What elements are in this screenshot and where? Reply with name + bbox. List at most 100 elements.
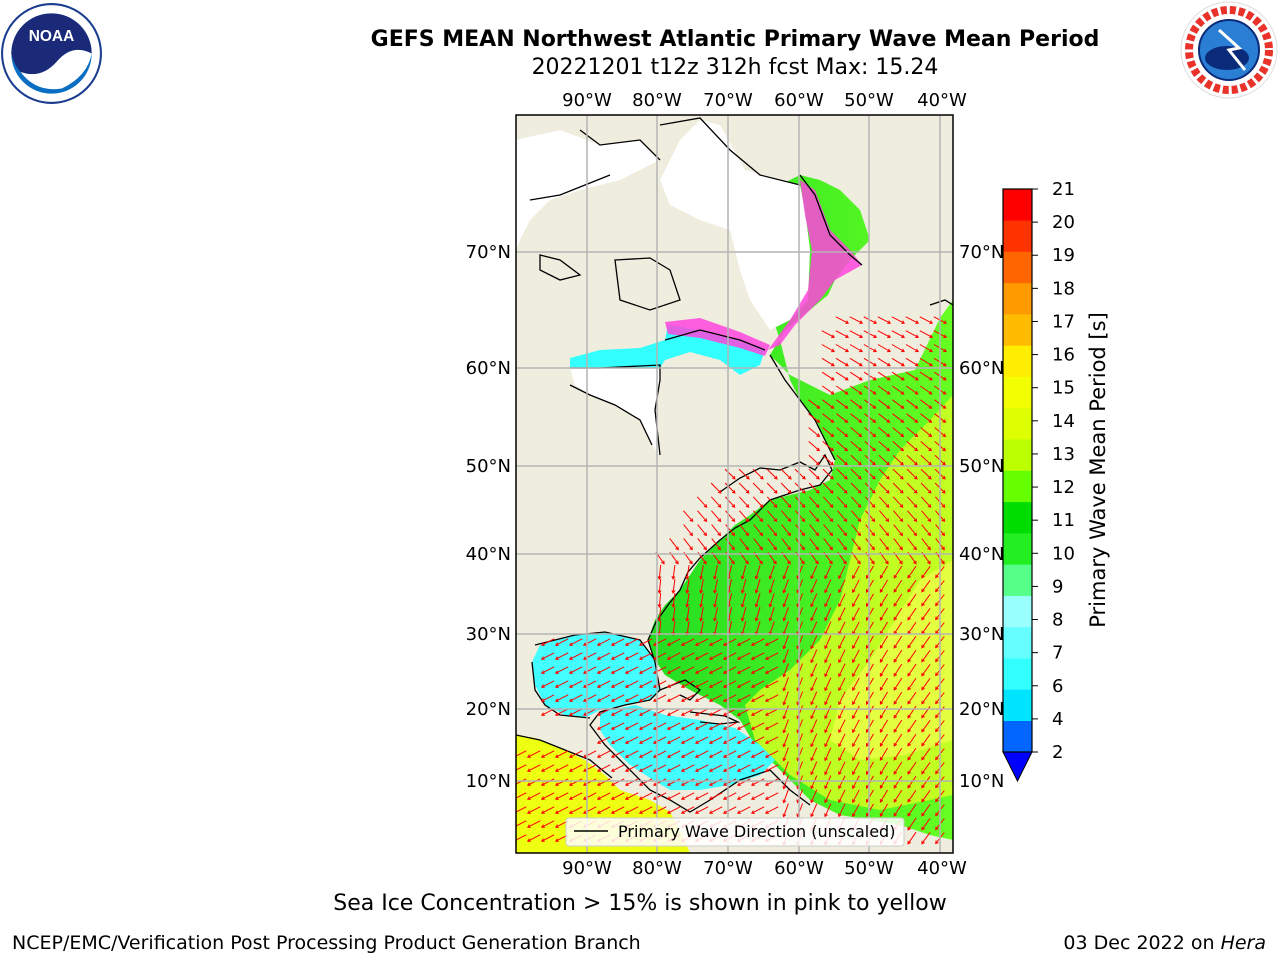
wave-arrow-head [830,362,835,367]
wave-arrow-head [638,726,643,730]
wave-arrow-head [928,391,933,395]
wave-arrow-head [582,642,587,646]
wave-arrow-head [764,796,769,800]
wave-arrow-head [740,589,745,594]
wave-arrow-head [713,603,717,608]
wave-arrow [920,399,932,409]
lon-label-bottom: 40°W [917,858,967,879]
wave-arrow-head [782,617,787,622]
sea-ice-edge-hudson [665,318,770,356]
wave-arrow-head [942,419,947,423]
wave-arrow-head [914,405,919,409]
wave-arrow [878,482,890,494]
wave-arrow [810,635,818,649]
colorbar-bin [1003,595,1032,628]
wave-arrow-head [921,798,925,803]
wave-arrow [879,524,889,536]
wave-arrow-head [887,320,892,324]
wave-arrow [739,510,749,522]
wave-arrow [823,524,833,536]
wave-arrow [907,565,917,579]
wave-arrow-head [914,362,919,367]
wave-arrow [837,538,847,550]
wave-arrow-head [768,603,773,608]
wave-arrow [611,750,625,758]
wave-arrow [653,652,667,660]
wave-arrow-head [568,782,573,786]
wave-arrow [849,344,863,352]
wave-arrow [681,736,695,744]
wave-arrow-head [568,656,573,660]
wave-arrow-head [782,701,787,706]
wave-arrow-head [843,546,847,551]
wave-arrow-head [764,782,769,786]
wave-arrow [710,496,722,508]
wave-arrow [836,399,848,409]
wave-arrow [878,496,890,508]
wave-arrow [739,524,749,536]
wave-arrow [597,680,611,688]
wave-arrow-head [824,589,828,594]
wave-arrow-head [722,698,727,702]
wave-arrow-head [900,447,905,452]
wave-arrow-head [879,603,884,607]
wave-arrow-head [886,376,891,381]
wave-arrow-head [722,726,727,730]
wave-arrow [639,750,653,758]
wave-arrow [672,565,676,579]
wave-arrow-head [907,714,912,719]
wave-arrow-head [638,796,643,800]
baffin-bay [660,120,810,330]
wave-arrow-head [568,642,573,646]
wave-arrow [755,607,761,621]
wave-arrow-head [857,489,862,494]
wave-arrow-head [941,518,946,523]
wave-arrow [795,510,805,522]
wave-arrow [727,593,733,607]
wave-arrow-head [526,810,531,814]
wave-arrow [783,621,789,635]
wave-arrow [893,719,903,733]
wave-arrow-head [694,656,699,660]
wave-arrow-head [921,602,925,607]
wave-arrow-head [764,740,769,744]
wave-arrow [516,778,527,785]
wave-arrow [781,510,791,522]
wave-arrow [850,385,862,395]
wave-arrow [795,524,805,536]
wave-arrow [695,666,709,674]
wave-arrow-head [540,754,545,758]
wave-arrow [611,638,625,646]
wave-arrow [892,399,904,409]
wave-arrow-head [657,604,662,608]
wave-arrow-head [610,740,615,744]
wave-arrow [625,666,639,674]
wave-arrow [836,468,848,480]
wave-arrow-head [824,729,828,734]
wave-arrow-head [666,754,671,758]
wave-arrow [752,468,764,480]
wave-arrow [838,621,846,635]
wave-arrow-head [838,743,842,748]
wave-arrow-head [694,754,699,758]
wave-arrow [738,496,750,508]
wave-arrow-head [844,391,849,395]
wave-arrow [709,694,723,702]
wave-arrow-head [907,588,912,593]
wave-arrow-head [750,740,755,744]
wave-arrow [920,482,932,494]
wave-arrow [765,722,779,730]
wave-arrow-head [554,838,559,842]
wave-arrow-head [844,447,849,452]
wave-arrow-head [554,810,559,814]
wave-arrow-head [943,348,947,353]
wave-arrow [893,747,903,761]
wave-arrow [555,680,569,688]
wave-arrow-head [907,812,912,817]
wave-arrow [709,806,723,814]
wave-arrow-head [900,376,905,381]
wave-arrow [597,652,611,660]
wave-arrow [921,762,931,774]
wave-arrow-head [838,589,842,594]
wave-arrow [658,620,662,636]
